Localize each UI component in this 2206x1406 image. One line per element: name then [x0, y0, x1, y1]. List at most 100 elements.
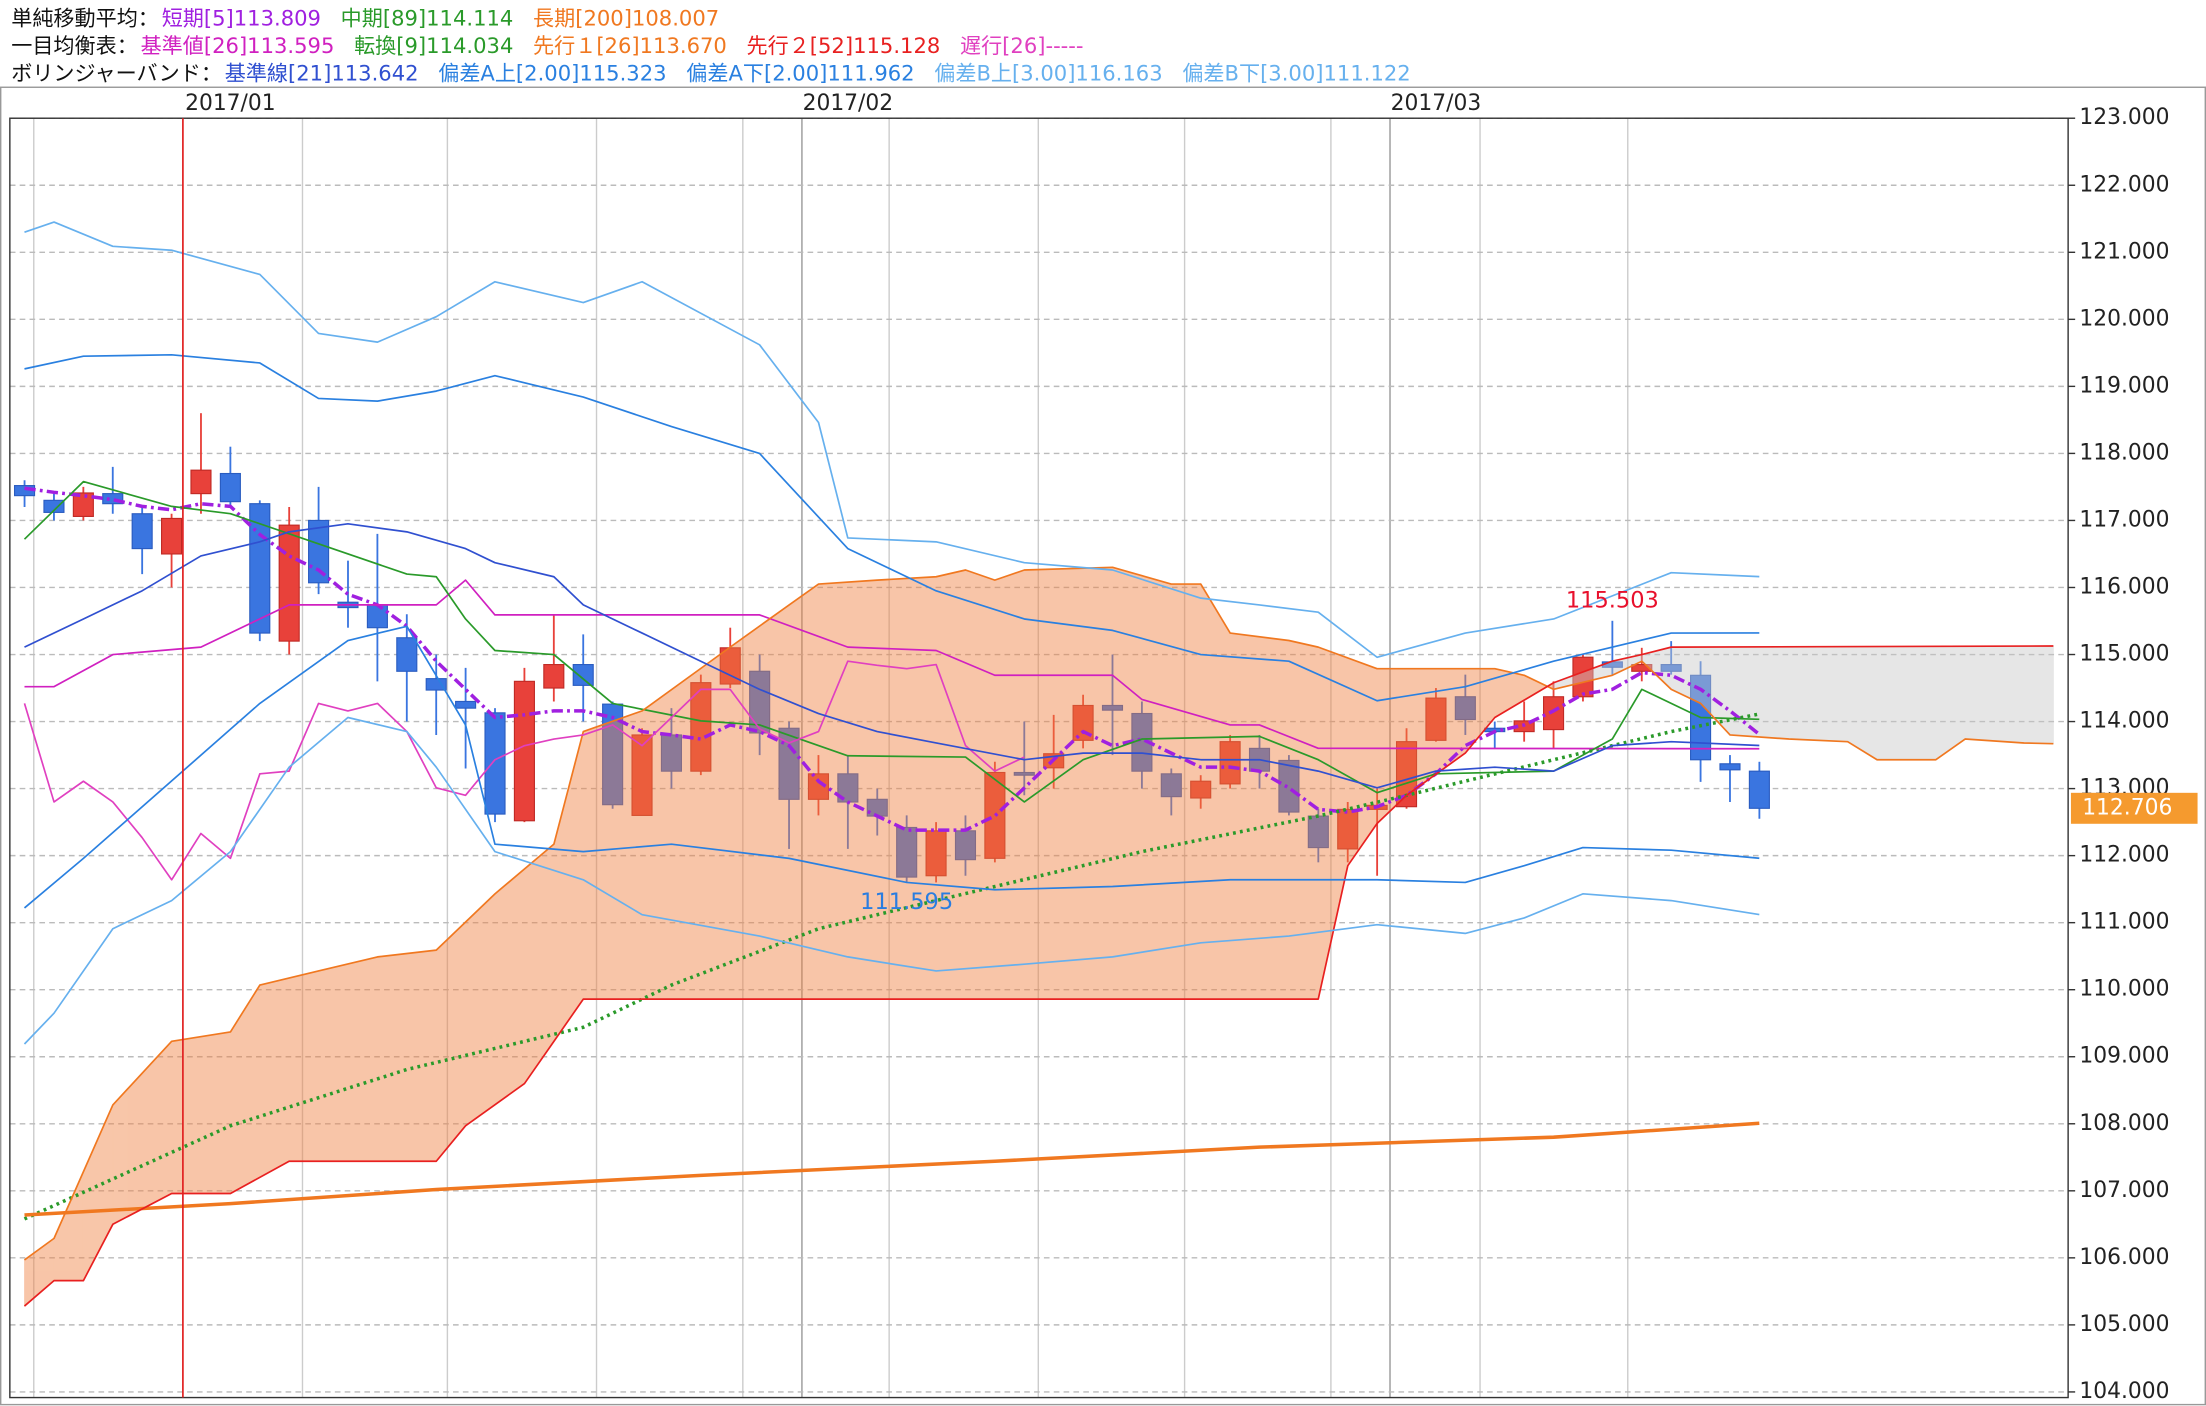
- candle-body: [1101, 704, 1124, 711]
- cloud-fill: [847, 579, 878, 1000]
- candle-body: [984, 771, 1006, 859]
- cloud-fill: [1053, 567, 1084, 1000]
- cloud-fill: [200, 1031, 231, 1194]
- candle-body: [396, 637, 418, 672]
- last-price-label: 112.706: [2082, 795, 2172, 820]
- indicator-line: [23, 645, 2054, 1307]
- legend-group-title: 一目均衡表：: [11, 33, 138, 58]
- cloud-fill: [318, 963, 349, 1162]
- y-tick-label: 108.000: [2079, 1111, 2169, 1136]
- cloud-fill: [1259, 636, 1290, 1000]
- legend: 単純移動平均： 短期[5]113.809 中期[89]114.114 長期[200]1…: [11, 6, 1410, 86]
- candle-body: [1748, 770, 1770, 809]
- candle-body: [1190, 780, 1212, 799]
- candle-body: [1160, 773, 1182, 798]
- candle-body: [190, 469, 212, 495]
- cloud-fill: [259, 977, 290, 1179]
- cloud-fill: [612, 710, 643, 1000]
- legend-entry: 中期[89]114.114: [341, 6, 514, 31]
- indicator-line: [23, 712, 1760, 1221]
- cloud-fill: [1758, 646, 1790, 740]
- legend-entry: 基準線[21]113.642: [225, 61, 419, 86]
- candle-body: [690, 682, 712, 772]
- x-tick-label: 2017/01: [185, 91, 276, 116]
- y-tick-label: 114.000: [2079, 709, 2169, 734]
- cloud-fill: [1994, 645, 2025, 744]
- legend-entry: 先行２[52]115.128: [747, 33, 941, 58]
- candle-body: [161, 517, 183, 555]
- cloud-fill: [1082, 566, 1113, 1000]
- indicator-line: [23, 716, 1760, 1045]
- candle-body: [896, 826, 918, 878]
- cloud-fill: [1876, 645, 1907, 761]
- indicator-line: [24, 1121, 1760, 1217]
- cloud-fill: [1788, 646, 1819, 741]
- y-tick-label: 109.000: [2079, 1044, 2169, 1069]
- y-tick-label: 122.000: [2079, 172, 2169, 197]
- candle-body: [572, 664, 594, 686]
- y-tick-label: 110.000: [2079, 977, 2169, 1002]
- y-tick-label: 112.000: [2079, 843, 2169, 868]
- indicator-line: [24, 522, 1760, 789]
- cloud-fill: [2023, 645, 2054, 745]
- legend-group-title: 単純移動平均：: [11, 6, 159, 31]
- candle-body: [43, 499, 65, 513]
- candle-body: [778, 727, 800, 800]
- frame: [0, 86, 2206, 1406]
- candle-body: [1719, 763, 1741, 771]
- data-label: 115.503: [1566, 588, 1659, 614]
- candle-body: [102, 493, 124, 505]
- indicator-line: [24, 353, 1760, 702]
- cloud-fill: [1229, 632, 1260, 1000]
- y-tick-label: 116.000: [2079, 574, 2169, 599]
- cloud-fill: [935, 569, 966, 1000]
- indicator-line: [23, 660, 1025, 881]
- candle-body: [807, 773, 830, 800]
- legend-entry: 先行１[26]113.670: [533, 33, 727, 58]
- candle-body: [366, 604, 388, 629]
- candle-body: [513, 680, 535, 822]
- x-tick-label: 2017/02: [803, 91, 894, 116]
- legend-entry: 短期[5]113.809: [162, 6, 321, 31]
- cloud-fill: [171, 1036, 202, 1194]
- last-price-box: [2070, 792, 2198, 824]
- indicator-line: [24, 486, 1761, 832]
- indicator-line: [23, 480, 1760, 803]
- candle-body: [219, 472, 241, 503]
- cloud-fill: [1964, 645, 1996, 742]
- legend-entry: 偏差A下[2.00]111.962: [686, 61, 914, 86]
- candle-body: [925, 830, 947, 877]
- candle-body: [1454, 696, 1476, 721]
- legend-entry: 偏差A上[2.00]115.323: [438, 61, 666, 86]
- candle-body: [543, 664, 565, 689]
- cloud-fill: [1817, 646, 1849, 743]
- legend-entry: 転換[9]114.034: [354, 33, 513, 58]
- y-tick-label: 123.000: [2079, 105, 2169, 130]
- y-tick-label: 118.000: [2079, 440, 2169, 465]
- cloud-fill: [465, 892, 496, 1127]
- cloud-fill: [347, 956, 378, 1162]
- candle-body: [1219, 741, 1241, 785]
- indicator-line: [24, 221, 1760, 659]
- candle-body: [308, 519, 330, 584]
- y-tick-label: 104.000: [2079, 1379, 2169, 1404]
- candle-body: [1337, 808, 1359, 850]
- cloud-fill: [376, 953, 408, 1162]
- x-tick-label: 2017/03: [1391, 91, 1482, 116]
- cloud-fill: [1847, 646, 1878, 761]
- data-label: 111.595: [860, 889, 953, 915]
- legend-entry: 基準値[26]113.595: [141, 33, 335, 58]
- axis-layer: 104.000 105.000 106.000 107.000 108.000 109.0…: [185, 91, 2198, 1404]
- y-tick-label: 117.000: [2079, 507, 2169, 532]
- candle-body: [1013, 771, 1035, 776]
- candle-body: [660, 734, 682, 772]
- plot-frame: [9, 117, 2069, 1399]
- legend-entry: 偏差B下[3.00]111.122: [1182, 61, 1410, 86]
- y-tick-label: 120.000: [2079, 306, 2169, 331]
- candle-body: [631, 734, 653, 816]
- indicator-line: [23, 625, 1760, 909]
- cloud-fill: [288, 970, 320, 1162]
- legend-group-title: ボリンジャーバンド：: [11, 61, 222, 86]
